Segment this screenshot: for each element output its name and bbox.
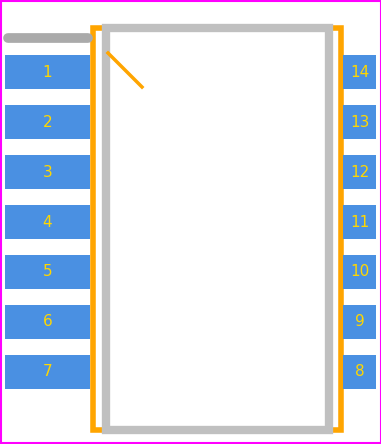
Text: 4: 4	[43, 214, 52, 230]
Bar	[343, 105, 376, 139]
Text: 3: 3	[43, 164, 52, 179]
Text: 13: 13	[350, 115, 369, 130]
Text: 9: 9	[355, 314, 364, 329]
Bar	[93, 28, 341, 430]
Text: 11: 11	[350, 214, 369, 230]
Bar	[106, 28, 329, 430]
Text: 1: 1	[43, 64, 52, 79]
Bar	[343, 305, 376, 339]
Text: 2: 2	[43, 115, 52, 130]
Bar	[5, 205, 90, 239]
Bar	[5, 55, 90, 89]
Bar	[343, 355, 376, 389]
Bar	[343, 255, 376, 289]
Text: 12: 12	[350, 164, 369, 179]
Text: 5: 5	[43, 265, 52, 280]
Text: 10: 10	[350, 265, 369, 280]
Text: 14: 14	[350, 64, 369, 79]
Bar	[5, 255, 90, 289]
Bar	[5, 355, 90, 389]
Bar	[5, 155, 90, 189]
Bar	[343, 155, 376, 189]
Text: 6: 6	[43, 314, 52, 329]
Text: 8: 8	[355, 365, 364, 380]
Text: 7: 7	[43, 365, 52, 380]
Bar	[5, 105, 90, 139]
Bar	[5, 305, 90, 339]
Bar	[343, 55, 376, 89]
Bar	[343, 205, 376, 239]
